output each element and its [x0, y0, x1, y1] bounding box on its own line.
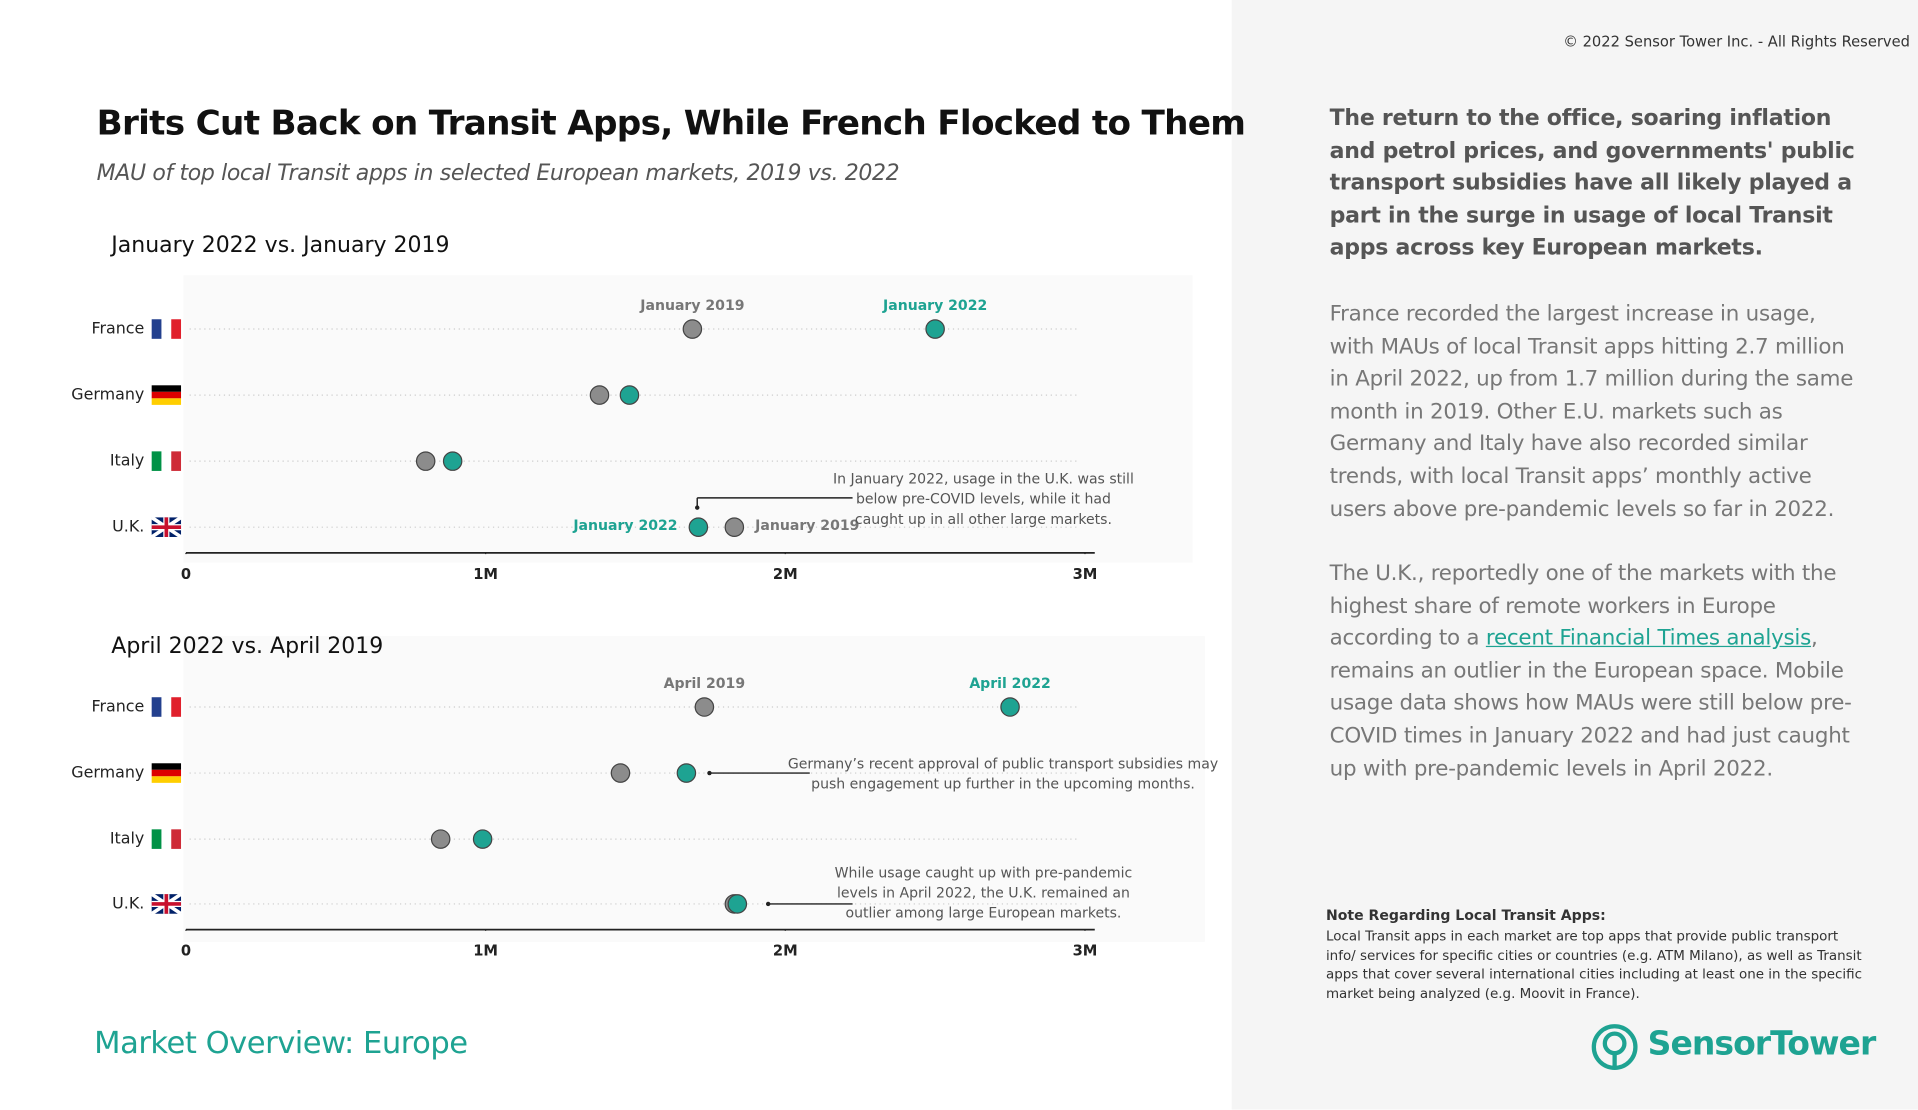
- panel: [183, 636, 1205, 942]
- flag: [171, 451, 182, 471]
- charts: January 2022 vs. January 2019 France Germa…: [71, 233, 1218, 960]
- flag: [151, 319, 162, 339]
- dot: [925, 319, 945, 339]
- flag: [151, 451, 162, 471]
- note-title: Note Regarding Local Transit Apps:: [1325, 906, 1606, 924]
- flag: [161, 697, 172, 717]
- annotation-dot: [765, 901, 771, 907]
- dot: [682, 319, 703, 339]
- flag: [151, 697, 162, 717]
- text: The U.K., reportedly one of the markets …: [1329, 561, 1837, 651]
- dot: [724, 517, 745, 537]
- flag: [151, 385, 182, 392]
- dot: [676, 763, 697, 783]
- series-label: January 2022: [572, 518, 677, 534]
- dot: [415, 451, 436, 471]
- dot: [589, 385, 610, 405]
- page-title: Brits Cut Back on Transit Apps, While Fr…: [96, 102, 1246, 144]
- category-label: U.K.: [112, 517, 144, 536]
- lead-paragraph: The return to the office, soaring inflat…: [1329, 105, 1855, 262]
- series-label: January 2022: [882, 298, 987, 314]
- chart-title: April 2022 vs. April 2019: [111, 634, 383, 659]
- note-body: Local Transit apps in each market are to…: [1325, 928, 1863, 1002]
- dot: [619, 385, 640, 405]
- flag: [161, 319, 172, 339]
- annotation: caught up in all other large markets.: [855, 512, 1112, 528]
- x-tick-label: 0: [181, 943, 191, 960]
- flag: [161, 451, 172, 471]
- paragraph: France recorded the largest increase in …: [1329, 302, 1854, 522]
- flag: [151, 763, 182, 770]
- paragraph: The U.K., reportedly one of the markets …: [1330, 558, 1856, 786]
- dot: [1000, 697, 1020, 717]
- logo-text: SensorTower: [1647, 1025, 1877, 1063]
- dot: [610, 763, 631, 783]
- flag: [161, 829, 172, 849]
- dot: [430, 829, 451, 849]
- series-label: January 2019: [639, 298, 744, 314]
- annotation: levels in April 2022, the U.K. remained …: [837, 886, 1130, 902]
- category-label: Italy: [110, 451, 144, 470]
- annotation: push engagement up further in the upcomi…: [811, 777, 1195, 793]
- flag: [151, 391, 182, 399]
- flag: [151, 829, 162, 849]
- annotation-dot: [707, 770, 712, 776]
- dot: [442, 451, 463, 471]
- x-tick-label: 0: [181, 566, 191, 583]
- category-label: Italy: [110, 829, 144, 848]
- dot: [694, 697, 715, 717]
- page-subtitle: MAU of top local Transit apps in selecte…: [96, 160, 900, 186]
- dot: [727, 894, 748, 914]
- flag: [151, 894, 182, 914]
- footer: Market Overview: Europe: [94, 1025, 468, 1061]
- link[interactable]: recent Financial Times analysis: [1485, 626, 1812, 651]
- x-tick-label: 3M: [1073, 566, 1098, 583]
- flag: [151, 398, 182, 405]
- annotation: While usage caught up with pre-pandemic: [835, 865, 1133, 881]
- category-label: France: [91, 697, 144, 716]
- category-label: France: [91, 319, 144, 338]
- side-panel: [1231, 0, 1918, 1110]
- x-tick-label: 1M: [473, 943, 498, 960]
- category-label: Germany: [71, 385, 144, 404]
- annotation-dot: [695, 505, 700, 510]
- text: , remains an outlier in the European spa…: [1329, 626, 1852, 782]
- category-label: Germany: [71, 763, 144, 782]
- series-label: January 2019: [754, 518, 859, 534]
- flag: [151, 517, 182, 537]
- x-tick-label: 3M: [1073, 943, 1098, 960]
- series-label: April 2019: [664, 676, 745, 692]
- annotation: below pre-COVID levels, while it had: [856, 492, 1111, 508]
- x-tick-label: 2M: [773, 566, 798, 583]
- dot: [472, 829, 493, 849]
- series-label: April 2022: [969, 676, 1050, 692]
- annotation: Germany’s recent approval of public tran…: [788, 757, 1218, 773]
- annotation: In January 2022, usage in the U.K. was s…: [833, 471, 1134, 487]
- flag: [151, 776, 182, 783]
- logo-icon: [1591, 1024, 1638, 1070]
- flag: [171, 697, 182, 717]
- x-tick-label: 2M: [773, 943, 798, 960]
- annotation: outlier among large European markets.: [845, 906, 1121, 922]
- flag: [171, 319, 182, 339]
- flag: [151, 769, 182, 777]
- chart-title: January 2022 vs. January 2019: [109, 233, 449, 258]
- flag: [171, 829, 182, 849]
- category-label: U.K.: [112, 893, 144, 912]
- dot: [688, 517, 709, 537]
- copyright: © 2022 Sensor Tower Inc. - All Rights Re…: [1563, 33, 1910, 51]
- x-tick-label: 1M: [473, 566, 498, 583]
